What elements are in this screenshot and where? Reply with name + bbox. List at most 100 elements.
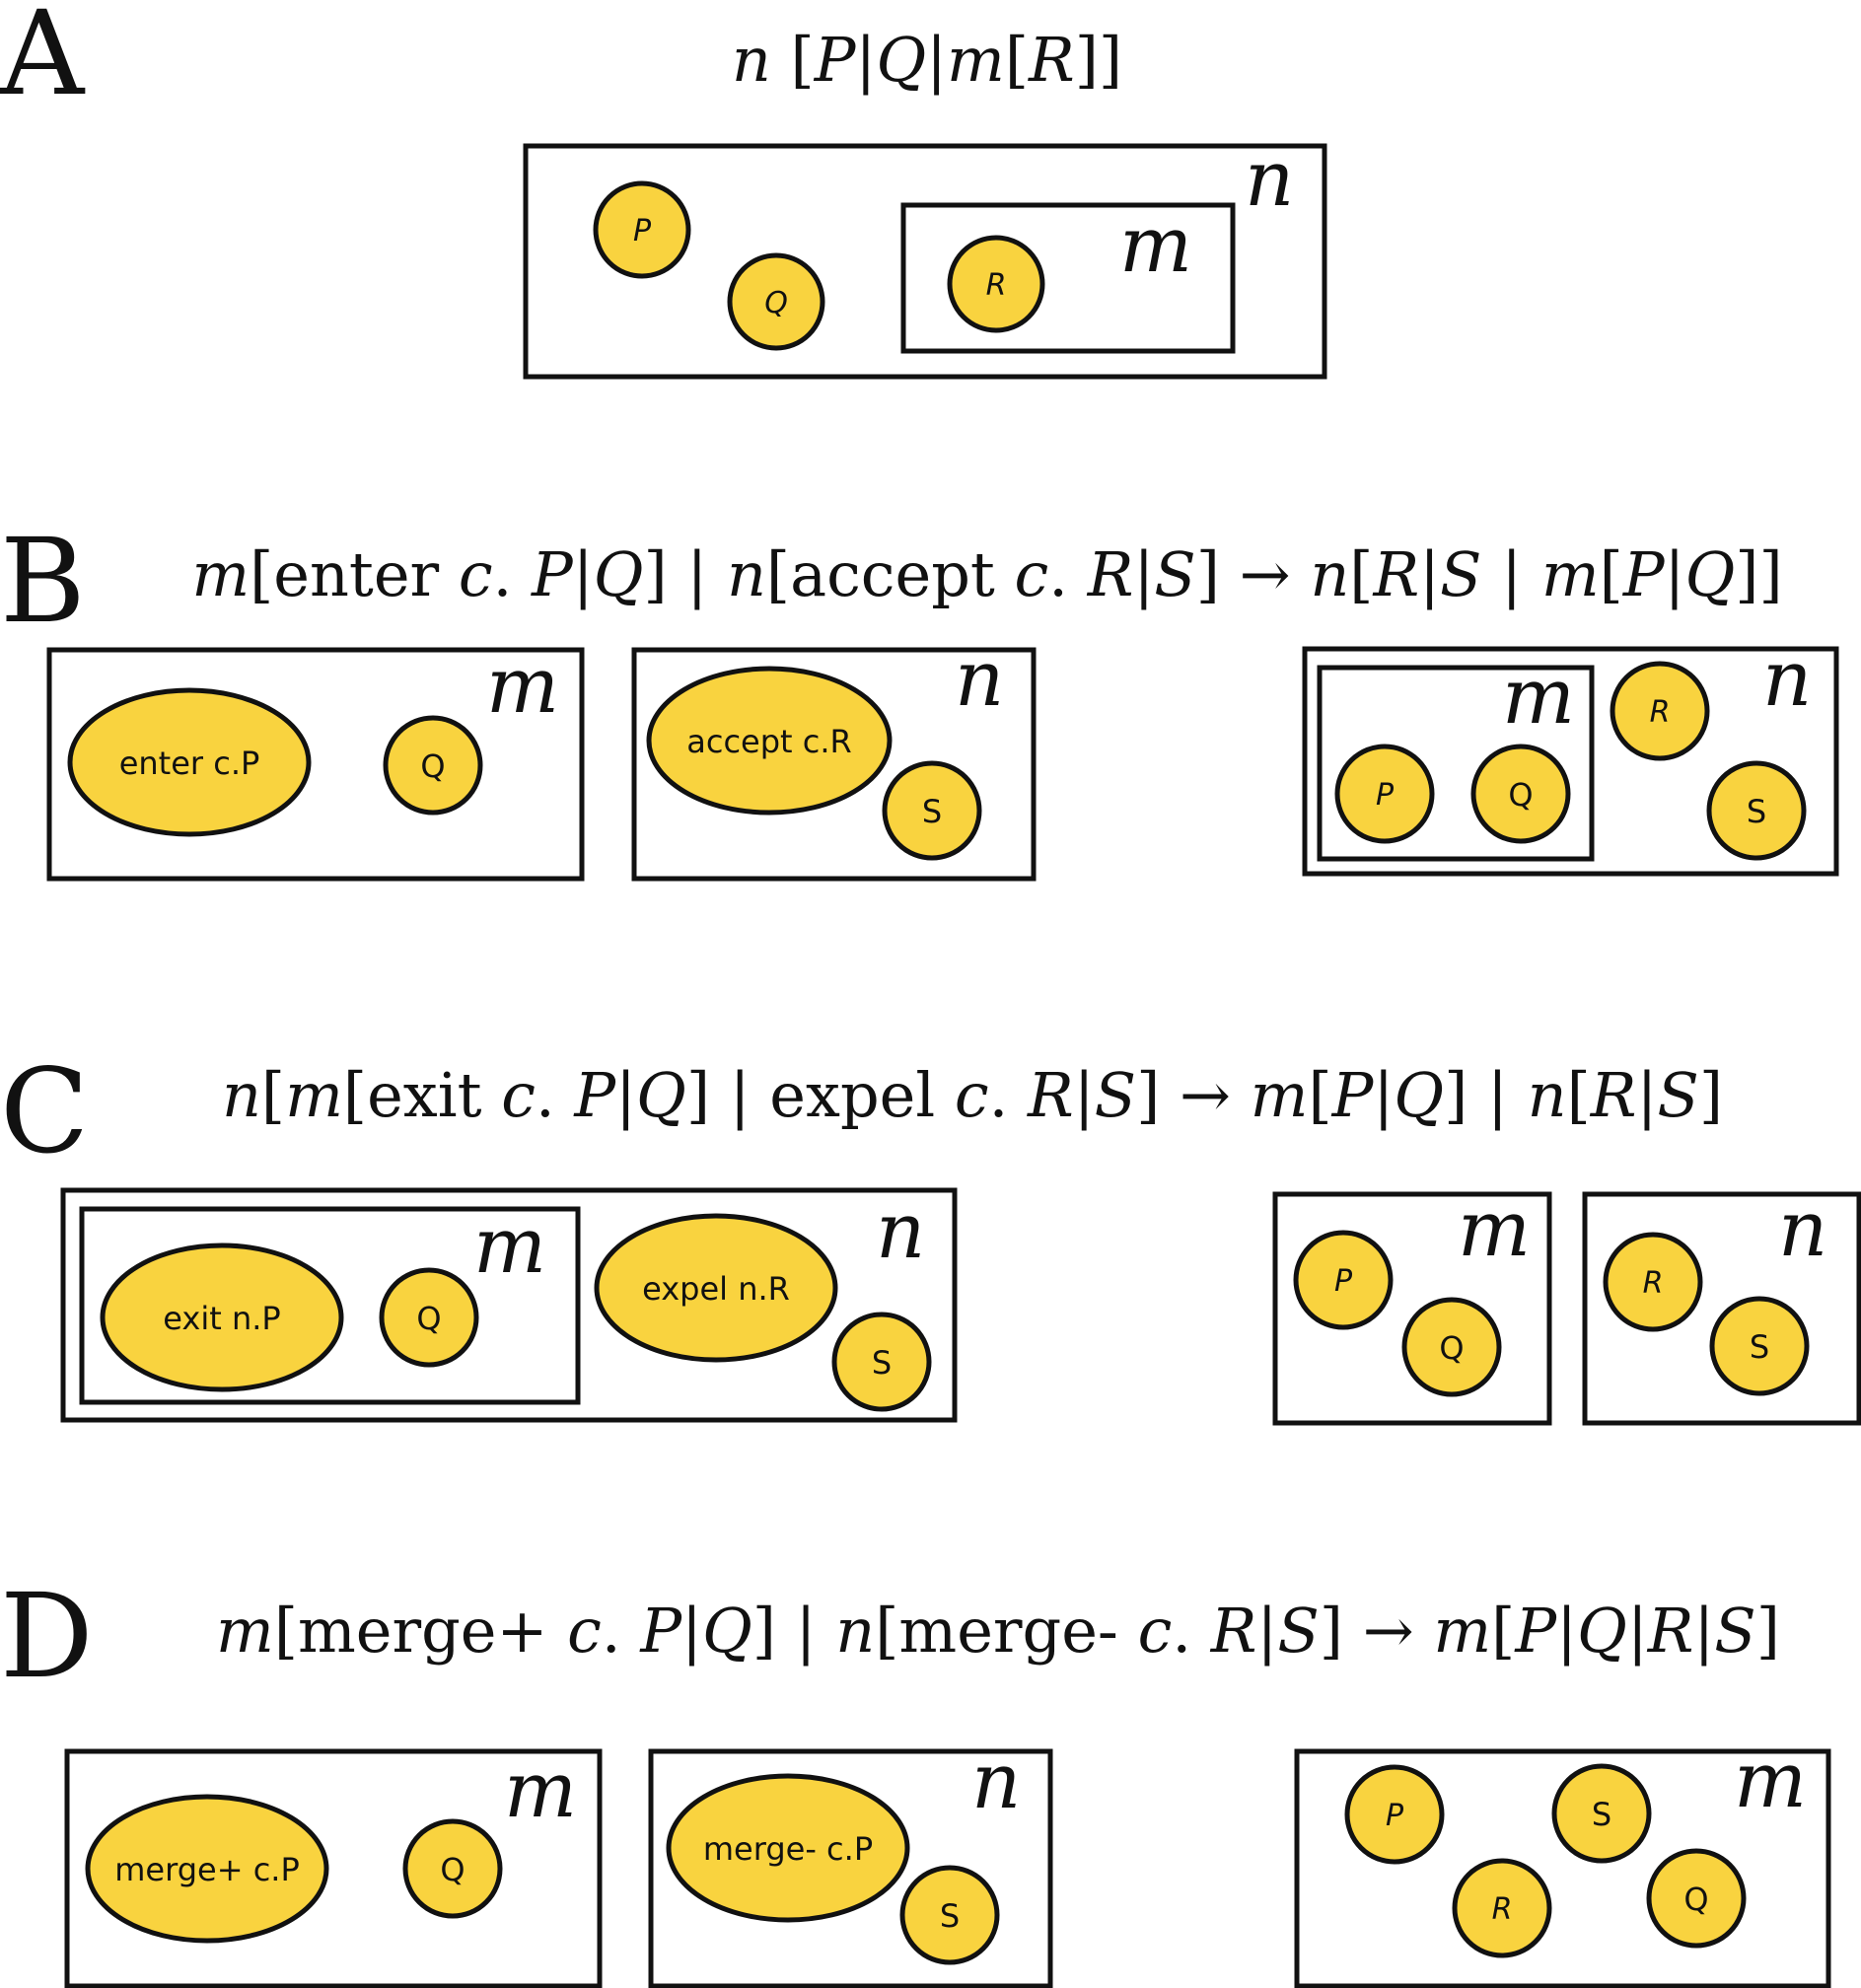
process-merge-minus: merge- c.P bbox=[666, 1773, 910, 1923]
formula-token: R bbox=[1647, 1595, 1694, 1667]
formula-token: m bbox=[1251, 1059, 1309, 1131]
formula-token: ]] bbox=[1735, 538, 1782, 610]
formula-token: P bbox=[1514, 1595, 1557, 1667]
ambient-n bbox=[60, 1187, 958, 1423]
formula-token: n bbox=[1528, 1059, 1567, 1131]
process-s: S bbox=[831, 1312, 932, 1412]
formula-token: ] | bbox=[752, 1595, 836, 1667]
ambient-n bbox=[1582, 1191, 1861, 1426]
formula-token: ] → bbox=[1320, 1595, 1434, 1667]
process-q: Q bbox=[1646, 1848, 1747, 1949]
formula-token: [ bbox=[1308, 1059, 1331, 1131]
process-exit: exit n.P bbox=[100, 1242, 344, 1392]
svg-text:S: S bbox=[1750, 1328, 1769, 1366]
formula-token: c bbox=[1138, 1595, 1173, 1667]
formula-token: Q bbox=[594, 538, 644, 610]
formula-token: R bbox=[1027, 1059, 1074, 1131]
svg-text:S: S bbox=[1592, 1796, 1611, 1833]
svg-text:S: S bbox=[872, 1344, 892, 1382]
ambient-n bbox=[1302, 646, 1839, 877]
formula-token: c bbox=[501, 1059, 536, 1131]
formula-token: ]] bbox=[1075, 24, 1122, 96]
panel-c: C n[m[exit c. P|Q] | expel c. R|S] → m[P… bbox=[0, 1043, 1861, 1426]
panel-letter-b: B bbox=[0, 513, 86, 649]
process-q: Q bbox=[383, 715, 483, 816]
svg-text:accept c.R: accept c.R bbox=[686, 723, 852, 760]
formula-token: P bbox=[531, 538, 574, 610]
formula-token: | bbox=[926, 24, 947, 96]
panel-a: A n [P|Q|m[R]] n m P Q R bbox=[0, 0, 1327, 380]
formula-token: | bbox=[1627, 1595, 1648, 1667]
ambient-label-m: m bbox=[1119, 201, 1192, 290]
formula-token: R bbox=[1028, 24, 1075, 96]
formula-b: m[enter c. P|Q] | n[accept c. R|S] → n[R… bbox=[191, 538, 1782, 610]
ambient-m bbox=[1317, 665, 1595, 862]
svg-text:R: R bbox=[986, 268, 1007, 303]
formula-token: ] bbox=[1699, 1059, 1723, 1131]
formula-token: P bbox=[1622, 538, 1666, 610]
process-s: S bbox=[1709, 1296, 1810, 1396]
formula-token: | bbox=[1665, 538, 1685, 610]
formula-token: m bbox=[1433, 1595, 1491, 1667]
formula-token: R bbox=[1372, 538, 1419, 610]
formula-a: n [P|Q|m[R]] bbox=[732, 24, 1122, 96]
ambient-label-n: n bbox=[955, 635, 1004, 724]
process-q: Q bbox=[727, 252, 825, 351]
ambient-m bbox=[79, 1206, 581, 1405]
process-s: S bbox=[1706, 760, 1807, 861]
process-r: R bbox=[947, 235, 1045, 333]
svg-text:R: R bbox=[1643, 1266, 1664, 1301]
formula-token: Q bbox=[636, 1059, 686, 1131]
formula-token: [ bbox=[1491, 1595, 1515, 1667]
formula-token: [exit bbox=[343, 1059, 501, 1131]
formula-token: [ bbox=[261, 1059, 285, 1131]
process-r: R bbox=[1610, 661, 1710, 761]
formula-token: R bbox=[1087, 538, 1134, 610]
formula-token: | bbox=[1074, 1059, 1095, 1131]
ambient-n bbox=[523, 143, 1327, 380]
formula-token: m bbox=[216, 1595, 274, 1667]
process-q: Q bbox=[402, 1818, 503, 1919]
formula-token: n bbox=[732, 24, 771, 96]
formula-token: S bbox=[1154, 538, 1195, 610]
formula-token: S bbox=[1440, 538, 1481, 610]
formula-token: c bbox=[1015, 538, 1049, 610]
process-p: P bbox=[593, 180, 691, 279]
process-q: Q bbox=[379, 1267, 479, 1368]
formula-token: [ bbox=[1567, 1059, 1591, 1131]
formula-token: S bbox=[1277, 1595, 1319, 1667]
formula-token: . bbox=[602, 1595, 640, 1667]
svg-text:Q: Q bbox=[764, 286, 788, 320]
formula-token: | bbox=[681, 1595, 702, 1667]
ambient-label-m: m bbox=[1458, 1185, 1531, 1274]
formula-token: n bbox=[1310, 538, 1349, 610]
formula-token: m bbox=[947, 24, 1005, 96]
formula-token: | bbox=[855, 24, 876, 96]
formula-token: [merge- bbox=[875, 1595, 1137, 1667]
svg-text:P: P bbox=[633, 214, 652, 248]
formula-token: Q bbox=[1577, 1595, 1627, 1667]
process-q: Q bbox=[1401, 1297, 1502, 1397]
ambient-label-m: m bbox=[1502, 653, 1575, 742]
svg-text:exit n.P: exit n.P bbox=[163, 1300, 280, 1337]
ambient-m bbox=[900, 202, 1236, 354]
formula-token: R bbox=[1210, 1595, 1257, 1667]
formula-token: P bbox=[1331, 1059, 1375, 1131]
formula-token: | bbox=[1133, 538, 1154, 610]
process-r: R bbox=[1452, 1858, 1552, 1958]
svg-text:merge+ c.P: merge+ c.P bbox=[114, 1851, 300, 1888]
panel-d: D m[merge+ c. P|Q] | n[merge- c. R|S] → … bbox=[0, 1568, 1831, 1988]
formula-token: [accept bbox=[766, 538, 1015, 610]
ambient-m bbox=[64, 1748, 603, 1988]
ambient-label-n: n bbox=[971, 1738, 1021, 1826]
formula-token: ] | bbox=[643, 538, 727, 610]
formula-token: Q bbox=[1684, 538, 1735, 610]
process-s: S bbox=[1551, 1763, 1652, 1864]
process-p: P bbox=[1334, 744, 1435, 844]
formula-token: | bbox=[1482, 538, 1541, 610]
formula-token: n bbox=[222, 1059, 261, 1131]
ambient-label-n: n bbox=[1778, 1185, 1827, 1274]
formula-token: | bbox=[1419, 538, 1440, 610]
formula-token: ] | expel bbox=[686, 1059, 955, 1131]
